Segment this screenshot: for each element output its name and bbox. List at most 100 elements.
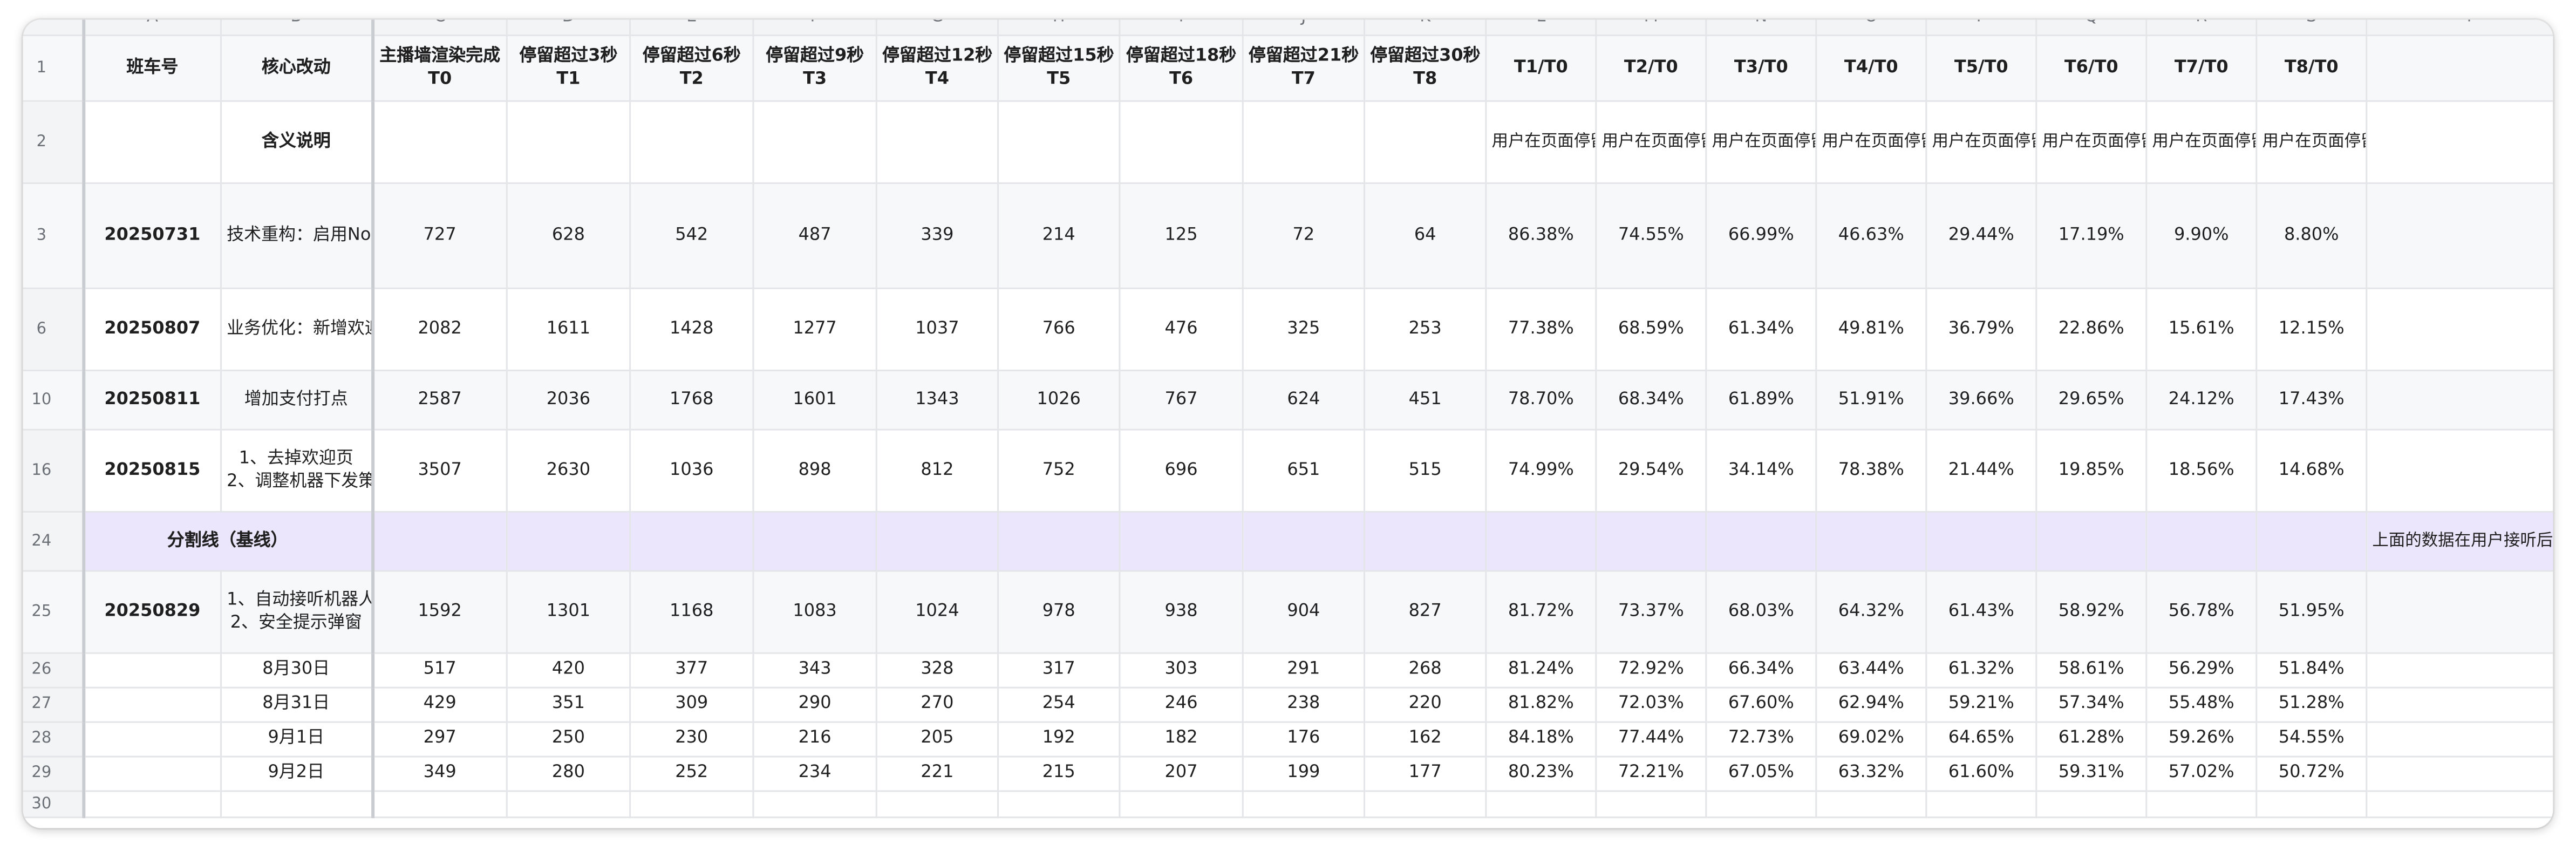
cell-e24[interactable] [629, 510, 754, 572]
cell-o16[interactable]: 78.38% [1815, 428, 1927, 513]
cell-j26[interactable]: 291 [1242, 652, 1366, 689]
cell-c28[interactable]: 297 [371, 721, 508, 758]
cell-d10[interactable]: 2036 [506, 370, 631, 431]
cell-t6[interactable] [2366, 287, 2553, 372]
row-number[interactable]: 16 [23, 428, 85, 513]
cell-d1[interactable]: 停留超过3秒 T1 [506, 34, 631, 102]
cell-a2[interactable] [82, 100, 222, 184]
cell-q24[interactable] [2035, 510, 2148, 572]
cell-o28[interactable]: 69.02% [1815, 721, 1927, 758]
cell-h28[interactable]: 192 [997, 721, 1121, 758]
cell-d25[interactable]: 1301 [506, 570, 631, 654]
cell-n27[interactable]: 67.60% [1705, 686, 1817, 723]
cell-r16[interactable]: 18.56% [2145, 428, 2258, 513]
cell-q28[interactable]: 61.28% [2035, 721, 2148, 758]
cell-p1[interactable]: T5/T0 [1925, 34, 2037, 102]
cell-s30[interactable] [2255, 790, 2368, 819]
cell-m10[interactable]: 68.34% [1595, 370, 1707, 431]
cell-l25[interactable]: 81.72% [1485, 570, 1597, 654]
cell-i30[interactable] [1119, 790, 1244, 819]
cell-i25[interactable]: 938 [1119, 570, 1244, 654]
column-header-s[interactable]: S [2255, 19, 2368, 36]
cell-r24[interactable] [2145, 510, 2258, 572]
cell-h2[interactable] [997, 100, 1121, 184]
cell-b3[interactable]: 技术重构：启用Node服务器端渲染，旨在提升首屏速度。 [220, 182, 374, 289]
cell-i2[interactable] [1119, 100, 1244, 184]
cell-s16[interactable]: 14.68% [2255, 428, 2368, 513]
cell-d16[interactable]: 2630 [506, 428, 631, 513]
cell-h30[interactable] [997, 790, 1121, 819]
cell-l28[interactable]: 84.18% [1485, 721, 1597, 758]
cell-b2[interactable]: 含义说明 [220, 100, 374, 184]
column-header-f[interactable]: F [752, 19, 877, 36]
cell-q25[interactable]: 58.92% [2035, 570, 2148, 654]
cell-q29[interactable]: 59.31% [2035, 755, 2148, 792]
column-header-r[interactable]: R [2145, 19, 2258, 36]
cell-s2[interactable]: 用户在页面停留超过30秒的转化率 [2255, 100, 2368, 184]
cell-g6[interactable]: 1037 [875, 287, 999, 372]
cell-s26[interactable]: 51.84% [2255, 652, 2368, 689]
cell-q2[interactable]: 用户在页面停留超过18秒的转化率 [2035, 100, 2148, 184]
cell-n1[interactable]: T3/T0 [1705, 34, 1817, 102]
cell-h10[interactable]: 1026 [997, 370, 1121, 431]
cell-f24[interactable] [752, 510, 877, 572]
cell-a6[interactable]: 20250807 [82, 287, 222, 372]
cell-t26[interactable] [2366, 652, 2553, 689]
cell-f1[interactable]: 停留超过9秒 T3 [752, 34, 877, 102]
row-number[interactable]: 27 [23, 686, 85, 723]
cell-q10[interactable]: 29.65% [2035, 370, 2148, 431]
cell-s29[interactable]: 50.72% [2255, 755, 2368, 792]
cell-n10[interactable]: 61.89% [1705, 370, 1817, 431]
cell-t2[interactable] [2366, 100, 2553, 184]
cell-p6[interactable]: 36.79% [1925, 287, 2037, 372]
cell-r27[interactable]: 55.48% [2145, 686, 2258, 723]
cell-c16[interactable]: 3507 [371, 428, 508, 513]
cell-e2[interactable] [629, 100, 754, 184]
cell-l27[interactable]: 81.82% [1485, 686, 1597, 723]
cell-o2[interactable]: 用户在页面停留超过12秒的转化率 [1815, 100, 1927, 184]
cell-n25[interactable]: 68.03% [1705, 570, 1817, 654]
cell-k27[interactable]: 220 [1364, 686, 1487, 723]
cell-e3[interactable]: 542 [629, 182, 754, 289]
cell-q3[interactable]: 17.19% [2035, 182, 2148, 289]
cell-b1[interactable]: 核心改动 [220, 34, 374, 102]
cell-g28[interactable]: 205 [875, 721, 999, 758]
cell-k25[interactable]: 827 [1364, 570, 1487, 654]
cell-k30[interactable] [1364, 790, 1487, 819]
cell-o10[interactable]: 51.91% [1815, 370, 1927, 431]
column-header-n[interactable]: N [1705, 19, 1817, 36]
cell-o6[interactable]: 49.81% [1815, 287, 1927, 372]
column-header-t[interactable]: T [2366, 19, 2553, 36]
cell-d30[interactable] [506, 790, 631, 819]
cell-j25[interactable]: 904 [1242, 570, 1366, 654]
cell-i28[interactable]: 182 [1119, 721, 1244, 758]
cell-t16[interactable] [2366, 428, 2553, 513]
cell-m28[interactable]: 77.44% [1595, 721, 1707, 758]
row-number[interactable]: 1 [23, 34, 85, 102]
cell-g27[interactable]: 270 [875, 686, 999, 723]
cell-o3[interactable]: 46.63% [1815, 182, 1927, 289]
cell-c26[interactable]: 517 [371, 652, 508, 689]
cell-k2[interactable] [1364, 100, 1487, 184]
divider-note[interactable]: 上面的数据在用户接听后不会统计 [2366, 510, 2553, 572]
cell-i29[interactable]: 207 [1119, 755, 1244, 792]
cell-g24[interactable] [875, 510, 999, 572]
cell-t29[interactable] [2366, 755, 2553, 792]
cell-d28[interactable]: 250 [506, 721, 631, 758]
cell-k28[interactable]: 162 [1364, 721, 1487, 758]
cell-e10[interactable]: 1768 [629, 370, 754, 431]
cell-q30[interactable] [2035, 790, 2148, 819]
cell-i24[interactable] [1119, 510, 1244, 572]
column-header-d[interactable]: D [506, 19, 631, 36]
cell-i3[interactable]: 125 [1119, 182, 1244, 289]
cell-e30[interactable] [629, 790, 754, 819]
cell-n29[interactable]: 67.05% [1705, 755, 1817, 792]
cell-s28[interactable]: 54.55% [2255, 721, 2368, 758]
cell-c29[interactable]: 349 [371, 755, 508, 792]
cell-m27[interactable]: 72.03% [1595, 686, 1707, 723]
cell-j10[interactable]: 624 [1242, 370, 1366, 431]
cell-d2[interactable] [506, 100, 631, 184]
cell-f28[interactable]: 216 [752, 721, 877, 758]
cell-k16[interactable]: 515 [1364, 428, 1487, 513]
cell-f10[interactable]: 1601 [752, 370, 877, 431]
